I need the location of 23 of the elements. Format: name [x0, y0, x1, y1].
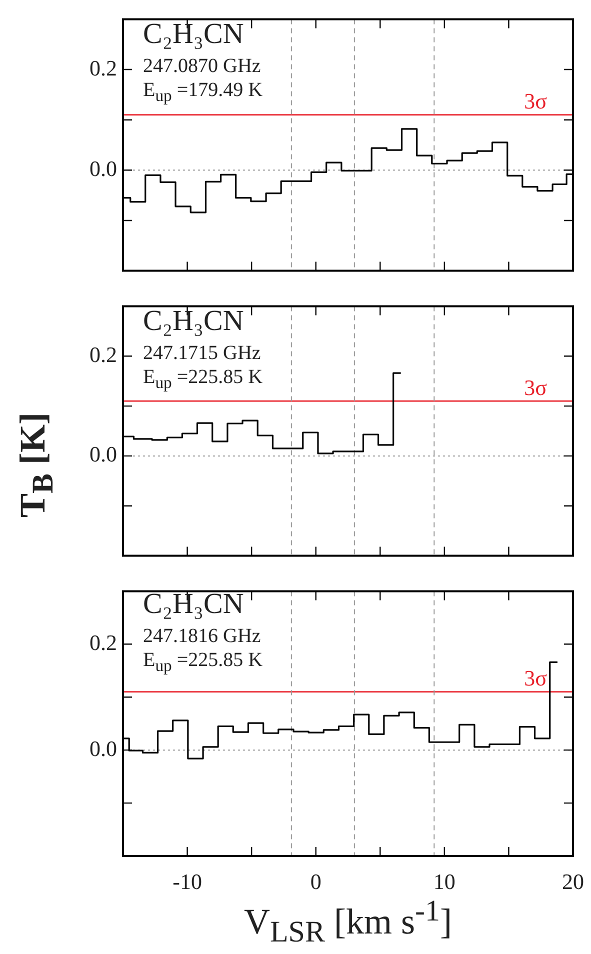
annotation: E$_{up}$ =225.85 K [143, 366, 263, 392]
x-tick-label: 10 [433, 868, 456, 894]
x-tick-label: 20 [562, 868, 584, 894]
annotation: E$_{up}$ =225.85 K [143, 649, 263, 675]
annotation: 247.1715 GHz [143, 342, 261, 364]
ref-line-label: 3σ [524, 374, 548, 400]
y-tick-label: 0.0 [90, 442, 117, 467]
annotation: C₂H₃CN [143, 588, 244, 620]
annotation: C₂H₃CN [143, 18, 244, 50]
annotation: C₂H₃CN [143, 305, 244, 337]
annotation: 247.0870 GHz [143, 55, 261, 77]
x-tick-label: -10 [172, 868, 202, 894]
y-tick-label: 0.2 [90, 630, 117, 655]
y-tick-label: 0.0 [90, 156, 117, 181]
x-tick-label: 0 [310, 868, 322, 894]
x-axis-title: V$_{LSR}$ [km s$^{-1}$] [244, 894, 452, 950]
annotation: 247.1816 GHz [143, 625, 261, 647]
y-tick-label: 0.2 [90, 55, 117, 80]
y-tick-label: 0.2 [90, 342, 117, 367]
ref-line-label: 3σ [524, 666, 548, 691]
ref-line-label: 3σ [524, 88, 548, 114]
y-tick-label: 0.0 [90, 736, 117, 761]
annotation: E$_{up}$ =179.49 K [143, 79, 263, 105]
